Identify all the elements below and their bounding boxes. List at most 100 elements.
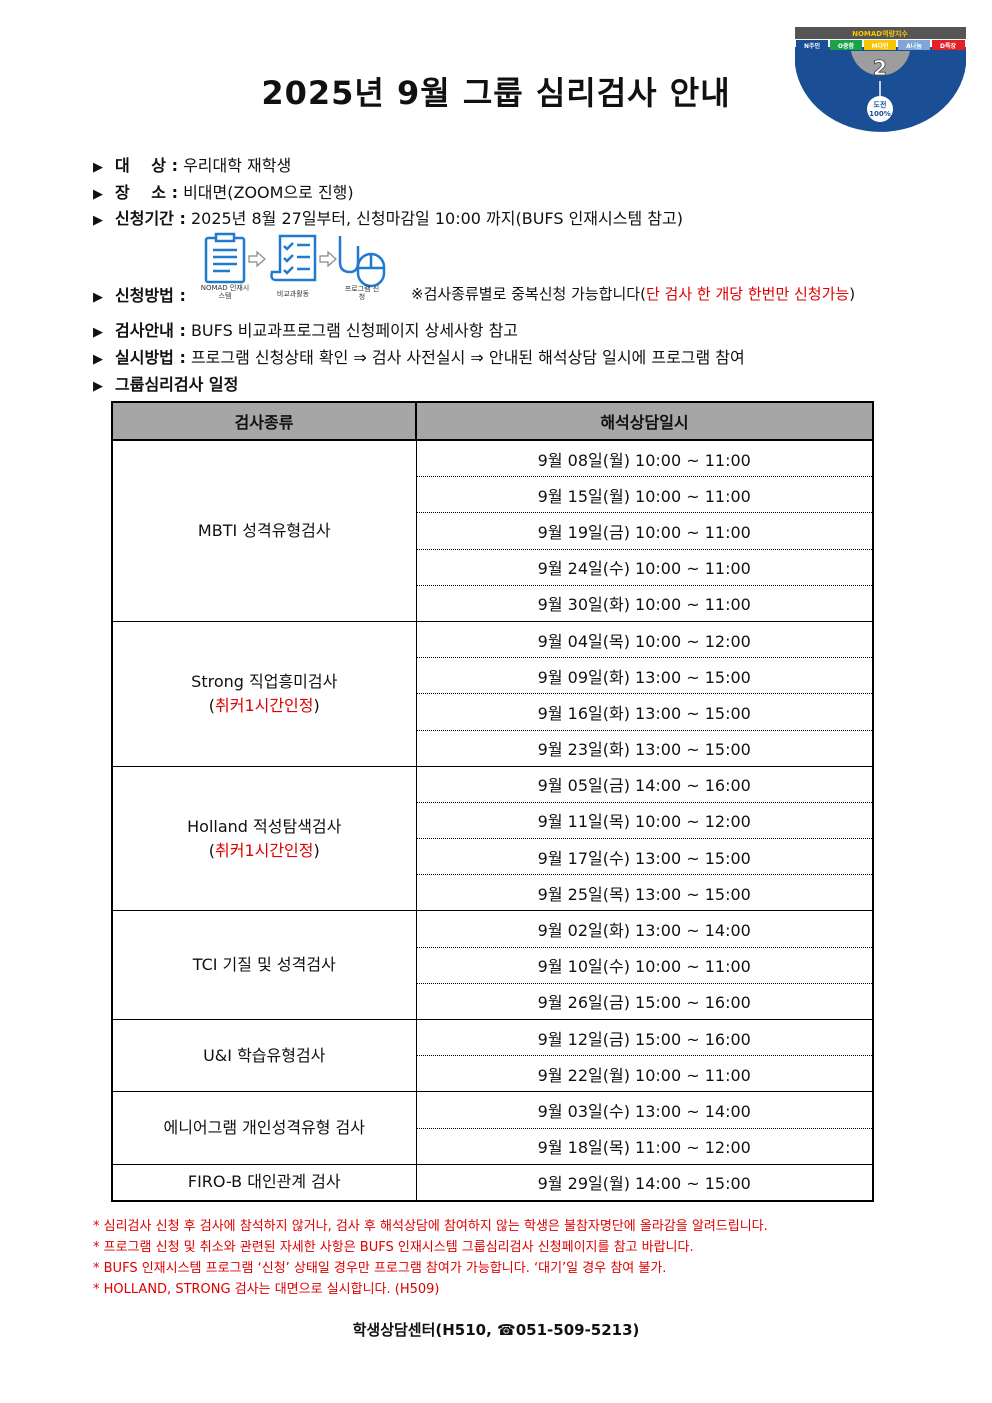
note-item: * 심리검사 신청 후 검사에 참석하지 않거나, 검사 후 해석상담에 참여하… [93,1219,768,1234]
session-time: 9월 19일(금) 10:00 ~ 11:00 [415,512,874,550]
note-text: ※검사종류별로 중복신청 가능합니다( [411,285,646,303]
test-name: 에니어그램 개인성격유형 검사 [163,1118,366,1138]
table-row: Strong 직업흥미검사 (취커1시간인정) 9월 04일(목) 10:00 ~ … [111,621,874,767]
svg-text:D특장: D특장 [940,42,957,50]
table-row: 에니어그램 개인성격유형 검사 9월 03일(수) 13:00 ~ 14:00 [111,1091,874,1165]
note-red-text: 단 검사 한 개당 한번만 신청가능 [645,285,850,303]
session-time: 9월 12일(금) 15:00 ~ 16:00 [415,1019,874,1057]
test-type-cell: Holland 적성탐색검사 (취커1시간인정) [111,766,417,912]
svg-text:2: 2 [873,56,887,80]
test-type-cell: U&I 학습유형검사 [111,1019,417,1093]
info-guide: ▶ 검사안내 : BUFS 비교과프로그램 신청페이지 상세사항 참고 [93,317,518,341]
bullet-icon: ▶ [93,187,103,202]
info-procedure: ▶ 실시방법 : 프로그램 신청상태 확인 ⇒ 검사 사전실시 ⇒ 안내된 해석상… [93,344,745,368]
session-time: 9월 04일(목) 10:00 ~ 12:00 [415,621,874,659]
session-time: 9월 22일(월) 10:00 ~ 11:00 [415,1055,874,1093]
session-time: 9월 17일(수) 13:00 ~ 15:00 [415,838,874,876]
table-row: Holland 적성탐색검사 (취커1시간인정) 9월 05일(금) 14:00 ~… [111,766,874,912]
application-steps: NOMAD 인재시스템 비교과활동 프로그램 신청 [200,232,400,304]
contact-footer: 학생상담센터(H510, ☎051-509-5213) [352,1321,640,1339]
table-row: 9월 16일(화) 13:00 ~ 15:00 [112,693,874,731]
note-item: * HOLLAND, STRONG 검사는 대면으로 실시합니다. (H509) [93,1282,440,1297]
svg-text:M다인: M다인 [871,42,888,50]
test-name: Strong 직업흥미검사 [191,671,338,691]
info-label: 그룹심리검사 일정 [115,375,239,394]
info-value: 비대면(ZOOM으로 진행) [183,183,354,202]
info-value: 프로그램 신청상태 확인 ⇒ 검사 사전실시 ⇒ 안내된 해석상담 일시에 프로… [190,348,745,367]
session-time: 9월 26일(금) 15:00 ~ 16:00 [415,983,874,1021]
test-name: MBTI 성격유형검사 [197,520,331,540]
info-schedule-heading: ▶ 그룹심리검사 일정 [93,371,238,395]
step-label: 프로그램 신청 [344,285,380,301]
info-period: ▶ 신청기간 : 2025년 8월 27일부터, 신청마감일 10:00 까지(B… [93,205,683,229]
session-time: 9월 10일(수) 10:00 ~ 11:00 [415,947,874,984]
note-item: * BUFS 인재시스템 프로그램 ‘신청’ 상태일 경우만 프로그램 참여가 … [93,1261,667,1276]
schedule-table: 검사종류 해석상담일시 MBTI 성격유형검사 9월 08일(월) 10:00 ~… [111,401,874,1202]
table-row: MBTI 성격유형검사 9월 08일(월) 10:00 ~ 11:00 [111,440,874,622]
info-label: 실시방법 : [115,348,186,367]
svg-text:도전: 도전 [874,100,887,109]
session-time: 9월 09일(화) 13:00 ~ 15:00 [415,657,874,695]
test-type-cell: FIRO-B 대인관계 검사 [111,1164,417,1202]
table-row: 9월 22일(월) 10:00 ~ 11:00 [112,1055,874,1093]
session-time: 9월 02일(화) 13:00 ~ 14:00 [415,910,874,948]
svg-text:100%: 100% [869,110,891,118]
note-item: * 프로그램 신청 및 취소와 관련된 자세한 사항은 BUFS 인재시스템 그… [93,1240,694,1255]
bullet-icon: ▶ [93,379,103,394]
bullet-icon: ▶ [93,325,103,340]
table-row: 9월 18일(목) 11:00 ~ 12:00 [112,1128,874,1165]
test-type-cell: MBTI 성격유형검사 [111,440,417,622]
session-time: 9월 16일(화) 13:00 ~ 15:00 [415,693,874,731]
info-method: ▶ 신청방법 : [93,282,186,306]
note-end: ) [849,285,856,303]
svg-text:O중함: O중함 [838,42,855,50]
table-row: 9월 09일(화) 13:00 ~ 15:00 [112,657,874,695]
svg-text:NOMAD역량지수: NOMAD역량지수 [852,29,908,38]
step-label: 비교과활동 [276,290,310,298]
svg-text:A나눔: A나눔 [906,42,922,50]
table-row: 9월 11일(목) 10:00 ~ 12:00 [112,802,874,840]
test-credit-note: (취커1시간인정) [208,695,320,715]
bullet-icon: ▶ [93,352,103,367]
test-name: TCI 기질 및 성격검사 [192,955,336,975]
table-row: TCI 기질 및 성격검사 9월 02일(화) 13:00 ~ 14:00 [111,910,874,1020]
test-type-cell: 에니어그램 개인성격유형 검사 [111,1091,417,1165]
table-row: 9월 23일(화) 13:00 ~ 15:00 [112,730,874,767]
test-name: Holland 적성탐색검사 [187,816,342,836]
steps-icons [204,232,386,288]
info-label: 대 상 : [115,156,178,175]
notes: * 심리검사 신청 후 검사에 참석하지 않거나, 검사 후 해석상담에 참여하… [93,1216,768,1300]
info-label: 장 소 : [115,183,178,202]
table-row: 9월 30일(화) 10:00 ~ 11:00 [112,585,874,622]
page-title: 2025년 9월 그룹 심리검사 안내 [261,74,731,112]
credit-text: 취커1시간인정 [215,840,314,860]
table-row: 9월 17일(수) 13:00 ~ 15:00 [112,838,874,876]
table-row: 9월 19일(금) 10:00 ~ 11:00 [112,512,874,550]
table-row: 9월 15일(월) 10:00 ~ 11:00 [112,476,874,514]
table-row: 9월 25일(목) 13:00 ~ 15:00 [112,874,874,912]
info-target: ▶ 대 상 : 우리대학 재학생 [93,152,291,176]
info-value: 2025년 8월 27일부터, 신청마감일 10:00 까지(BUFS 인재시스… [190,209,683,228]
bullet-icon: ▶ [93,290,103,305]
info-value: 우리대학 재학생 [183,156,292,175]
table-row: 9월 26일(금) 15:00 ~ 16:00 [112,983,874,1021]
header-session-time: 해석상담일시 [415,401,874,441]
credit-text: 취커1시간인정 [215,695,314,715]
bullet-icon: ▶ [93,160,103,175]
session-time: 9월 08일(월) 10:00 ~ 11:00 [415,440,874,478]
session-time: 9월 29일(월) 14:00 ~ 15:00 [415,1164,874,1202]
bullet-icon: ▶ [93,213,103,228]
table-row: 9월 24일(수) 10:00 ~ 11:00 [112,549,874,586]
test-type-cell: TCI 기질 및 성격검사 [111,910,417,1020]
info-label: 검사안내 : [115,321,186,340]
table-row: 9월 10일(수) 10:00 ~ 11:00 [112,947,874,984]
step-label: NOMAD 인재시스템 [200,284,250,300]
test-credit-note: (취커1시간인정) [208,840,320,860]
nomad-logo: NOMAD역량지수 N주인 O중함 M다인 A나눔 D특장 2 도전 100% [795,27,966,132]
svg-text:N주인: N주인 [804,42,821,50]
session-time: 9월 05일(금) 14:00 ~ 16:00 [415,766,874,803]
header-test-type: 검사종류 [111,401,417,441]
test-name: U&I 학습유형검사 [203,1045,326,1065]
session-time: 9월 25일(목) 13:00 ~ 15:00 [415,874,874,912]
